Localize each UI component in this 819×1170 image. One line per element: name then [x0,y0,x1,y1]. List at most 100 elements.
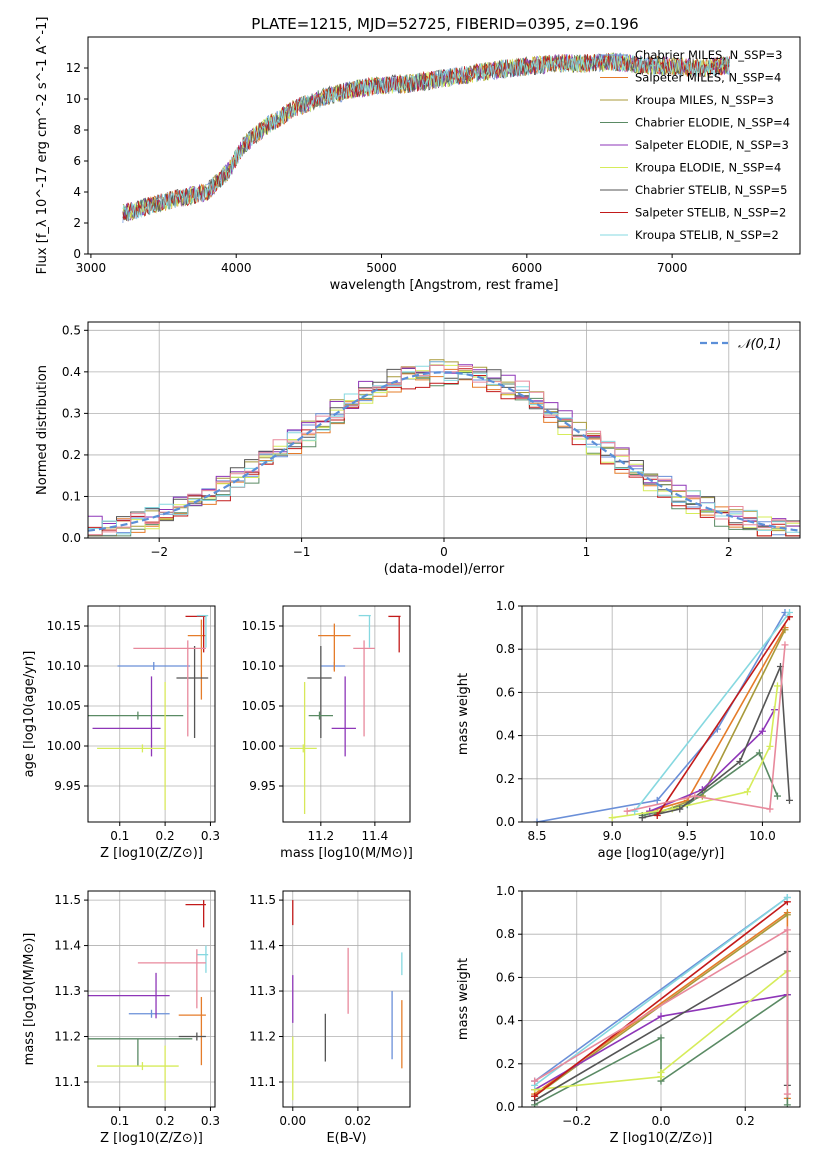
plot-area [122,52,731,224]
weight-marker [531,1077,539,1085]
y-tick-label: 11.2 [249,1030,276,1044]
panel-weight-vs-Z: −0.2 0.0 0.2 0.0 0.2 0.4 0.6 0.8 1.0 Z [log10(Z/Z… [456,884,801,1146]
x-tick-label: 0.1 [110,829,129,843]
legend-label: Salpeter STELIB, N_SSP=2 [635,206,786,220]
weight-marker [773,792,781,800]
x-axis-label: Z [log10(Z/Z⊙)] [610,1131,713,1146]
x-tick-label: 11.2 [307,829,334,843]
y-tick-label: 11.4 [249,939,276,953]
y-axis-label: mass weight [456,673,471,755]
x-tick-label: 7000 [657,261,688,275]
y-tick-label: 2 [73,216,81,230]
x-tick-label: 0.3 [201,1114,220,1128]
weight-marker [736,758,744,766]
weight-marker [783,926,791,934]
y-axis-label: Flux [f_λ 10^-17 erg cm^-2 s^-1 A^-1] [35,17,50,275]
weight-marker [781,641,789,649]
x-tick-label: 0.3 [201,829,220,843]
x-tick-label: 6000 [512,261,543,275]
weight-line [534,901,788,1097]
x-tick-label: 0.00 [279,1114,306,1128]
y-tick-label: 11.3 [54,984,81,998]
weight-marker [783,1101,791,1107]
y-tick-label: 6 [73,154,81,168]
weight-marker [758,727,766,735]
y-tick-label: 0.8 [496,927,515,941]
weight-marker [773,682,781,690]
x-axis-label: Z [log10(Z/Z⊙)] [100,1131,203,1146]
legend-label: Chabrier MILES, N_SSP=3 [635,48,782,62]
x-tick-label: −1 [293,545,311,559]
gaussian-curve [88,371,800,532]
x-tick-label: 4000 [221,261,252,275]
weight-line [656,616,791,816]
panel-residuals: 𝒩(0,1) −2 −1 0 1 2 0.0 0.1 0.2 0.3 0.4 0.5 (data-mod… [35,321,801,577]
plot-area [88,900,209,1101]
x-tick-label: 0 [440,545,448,559]
y-tick-label: 10.05 [242,699,276,713]
weight-marker [785,608,793,616]
spectrum-line [122,53,731,222]
y-tick-label: 0.6 [496,970,515,984]
y-tick-label: 10.15 [242,619,276,633]
weight-marker [653,812,661,820]
y-tick-label: 0.4 [496,729,515,743]
plot-frame [87,890,216,1108]
histogram-step [88,372,800,537]
weight-marker [533,818,541,822]
legend-label: 𝒩(0,1) [738,337,781,352]
weight-marker [638,814,646,822]
y-tick-label: 11.5 [249,893,276,907]
legend-label: Salpeter MILES, N_SSP=4 [635,71,781,85]
panel-mass-vs-EBV: 0.00 0.02 11.1 11.2 11.3 11.4 11.5 E(B-V) [249,890,411,1146]
panel-age-vs-Z: 0.1 0.2 0.3 9.95 10.00 10.05 10.10 10.15 Z [log1… [22,605,220,861]
spectrum-line [122,53,731,220]
plot-frame [87,605,216,823]
y-tick-label: 0.0 [496,1100,515,1114]
weight-line [536,612,786,822]
legend-label: Chabrier ELODIE, N_SSP=4 [635,116,790,130]
x-axis-label: (data-model)/error [384,562,505,577]
x-tick-label: 0.2 [736,1114,755,1128]
x-tick-label: 3000 [76,261,107,275]
y-tick-label: 10.10 [242,659,276,673]
y-tick-label: 0.2 [496,1057,515,1071]
weight-marker [657,1068,665,1076]
y-axis-label: Normed distribution [35,365,50,495]
x-axis-label: Z [log10(Z/Z⊙)] [100,846,203,861]
weight-marker [657,1034,665,1042]
weight-marker [785,796,793,804]
y-tick-label: 0.0 [496,815,515,829]
plot-area [289,614,401,814]
weight-line [627,644,786,812]
y-tick-label: 0.4 [62,365,81,379]
x-tick-label: −0.2 [562,1114,591,1128]
plot-frame [282,605,411,823]
legend-label: Chabrier STELIB, N_SSP=5 [635,183,787,197]
legend-label: Kroupa ELODIE, N_SSP=4 [635,161,781,175]
y-tick-label: 11.1 [54,1075,81,1089]
x-tick-label: 8.5 [527,829,546,843]
y-tick-label: 0.2 [62,448,81,462]
weight-marker [783,911,791,919]
y-tick-label: 0.5 [62,323,81,337]
panels: Chabrier MILES, N_SSP=3 Salpeter MILES, N… [22,17,801,1146]
x-axis-label: wavelength [Angstrom, rest frame] [330,278,559,293]
plot-area [533,608,793,822]
weight-marker [783,1090,791,1098]
y-tick-label: 11.3 [249,984,276,998]
x-tick-label: 0.0 [651,1114,670,1128]
plot-area [88,359,800,537]
y-tick-label: 10.00 [242,739,276,753]
legend-label: Kroupa STELIB, N_SSP=2 [635,228,779,242]
y-tick-label: 0.8 [496,642,515,656]
y-tick-label: 11.4 [54,939,81,953]
weight-marker [743,788,751,796]
y-tick-label: 11.2 [54,1030,81,1044]
plot-area [88,614,209,810]
weight-marker [608,814,616,822]
legend-label: Kroupa MILES, N_SSP=3 [635,93,774,107]
x-tick-label: 9.0 [603,829,622,843]
y-tick-label: 0.0 [62,531,81,545]
